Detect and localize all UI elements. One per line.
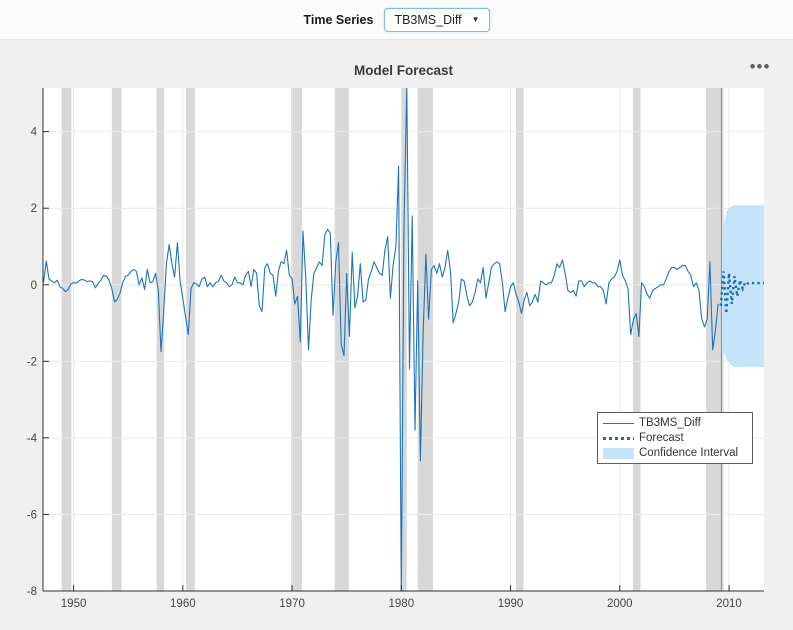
time-series-label: Time Series bbox=[303, 12, 374, 27]
legend-row-ci: Confidence Interval bbox=[603, 446, 747, 460]
legend-row-series: TB3MS_Diff bbox=[603, 416, 747, 430]
svg-text:2000: 2000 bbox=[607, 598, 633, 610]
svg-text:1950: 1950 bbox=[61, 598, 87, 610]
svg-text:2: 2 bbox=[31, 203, 37, 215]
svg-text:1970: 1970 bbox=[279, 598, 305, 610]
series-line-swatch bbox=[603, 422, 634, 424]
svg-text:-6: -6 bbox=[27, 509, 37, 521]
legend-label-ci: Confidence Interval bbox=[639, 447, 739, 459]
svg-text:0: 0 bbox=[31, 280, 37, 292]
legend-label-series: TB3MS_Diff bbox=[639, 417, 701, 429]
svg-text:1980: 1980 bbox=[389, 598, 415, 610]
time-series-dropdown[interactable]: TB3MS_Diff ▼ bbox=[384, 7, 490, 32]
svg-text:1990: 1990 bbox=[498, 598, 524, 610]
legend-row-forecast: Forecast bbox=[603, 431, 747, 445]
time-series-toolbar: Time Series TB3MS_Diff ▼ bbox=[0, 0, 793, 40]
svg-text:4: 4 bbox=[31, 127, 38, 139]
svg-text:-8: -8 bbox=[27, 586, 37, 598]
chart-legend[interactable]: TB3MS_Diff Forecast Confidence Interval bbox=[597, 412, 753, 464]
confidence-interval-swatch bbox=[603, 447, 634, 459]
chart-title: Model Forecast bbox=[353, 63, 454, 78]
axes-options-ellipsis-icon[interactable]: ••• bbox=[749, 57, 771, 76]
svg-text:-4: -4 bbox=[27, 433, 38, 445]
legend-label-forecast: Forecast bbox=[639, 432, 684, 444]
svg-text:-2: -2 bbox=[27, 356, 37, 368]
chevron-down-icon: ▼ bbox=[471, 15, 480, 24]
svg-text:1960: 1960 bbox=[170, 598, 196, 610]
svg-text:2010: 2010 bbox=[716, 598, 742, 610]
time-series-selected-value: TB3MS_Diff bbox=[394, 12, 462, 27]
forecast-dotted-swatch bbox=[603, 436, 634, 440]
